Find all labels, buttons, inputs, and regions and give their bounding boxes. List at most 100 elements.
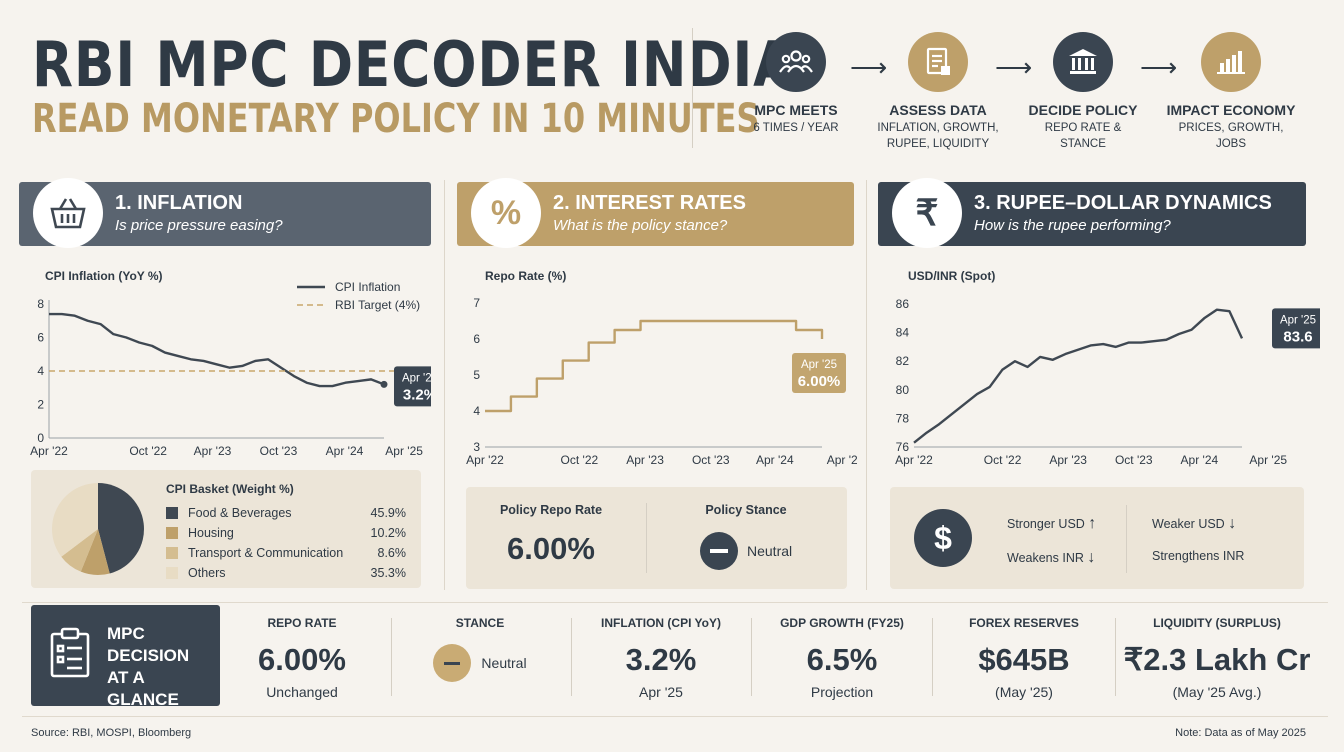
basket-icon [33,178,103,248]
series-line [913,308,1244,444]
x-tick-label: Oct '23 [260,444,298,458]
panel-title: 1. INFLATION [115,192,243,214]
series-end-dot [380,380,388,388]
clipboard-icon [49,627,91,684]
y-tick-label: 7 [473,296,480,310]
chart-title: Repo Rate (%) [485,269,566,283]
weakens-inr-label: Weakens INR ↓ [1007,549,1096,566]
x-tick-label: Apr '24 [1181,453,1219,467]
y-tick-label: 86 [896,297,910,311]
arrow-down-icon: ↓ [1228,515,1237,532]
kpi-liquidity: LIQUIDITY (SURPLUS) ₹2.3 Lakh Cr (May '2… [1123,616,1311,700]
kpi-gdp: GDP GROWTH (FY25) 6.5% Projection [780,616,904,700]
panel-divider [444,180,445,590]
x-tick-label: Apr '23 [1049,453,1087,467]
panel-title: 2. INTEREST RATES [553,192,746,214]
kpi-repo-rate: REPO RATE 6.00% Unchanged [258,616,346,700]
divider [1115,618,1116,696]
panel-divider [866,180,867,590]
flow-sub: 6 TIMES / YEAR [753,122,839,134]
legend-swatch [166,507,178,519]
stance-label: Policy Stance [705,503,787,517]
panel-question: What is the policy stance? [553,217,728,234]
divider [22,716,1328,717]
flow-step-meets: MPC MEETS 6 TIMES / YEAR [721,32,871,136]
kpi-inflation: INFLATION (CPI YoY) 3.2% Apr '25 [601,616,721,700]
kpi-forex: FOREX RESERVES $645B (May '25) [969,616,1079,700]
kpi-stance: STANCE Neutral [400,616,560,682]
callout-value: 3.2% [403,386,431,403]
legend-item: Others 35.3% [166,563,406,583]
strengthens-inr-label: Strengthens INR [1152,549,1245,563]
y-tick-label: 4 [473,404,480,418]
legend-swatch [166,547,178,559]
repo-label: Policy Repo Rate [499,503,603,517]
percent-icon: % [471,178,541,248]
callout-value: 6.00% [798,373,841,390]
pie-slice [61,529,98,572]
divider [22,602,1328,603]
people-icon [766,32,826,92]
legend-label: CPI Inflation [335,280,400,294]
glance-title: MPC DECISION AT A GLANCE [107,624,190,709]
legend-item: Housing 10.2% [166,523,406,543]
arrow-right-icon: ⟶ [1140,52,1178,82]
divider [646,503,647,573]
cpi-basket-legend: Food & Beverages 45.9% Housing 10.2% Transpo… [166,503,406,583]
legend-label: Transport & Communication [188,546,344,560]
data-date-note: Note: Data as of May 2025 [1175,727,1306,739]
arrow-up-icon: ↑ [1088,515,1097,532]
panel-question: How is the rupee performing? [974,217,1171,234]
weaker-usd-label: Weaker USD ↓ [1152,515,1237,532]
arrow-right-icon: ⟶ [995,52,1033,82]
callout-box [1272,308,1320,349]
x-tick-label: Apr '22 [466,453,504,467]
x-tick-label: Oct '22 [561,453,599,467]
legend-swatch [166,527,178,539]
bar-chart-icon [1201,32,1261,92]
flow-sub: PRICES, GROWTH, JOBS [1178,122,1284,150]
x-tick-label: Apr '23 [626,453,664,467]
minus-icon [433,644,472,682]
page-subtitle: READ MONETARY POLICY IN 10 MINUTES [32,96,760,142]
header-divider [692,28,693,148]
flow-label: DECIDE POLICY [1028,102,1138,118]
rates-panel-header: % 2. INTEREST RATES What is the policy s… [457,178,854,248]
y-tick-label: 78 [896,411,910,425]
cpi-basket-title: CPI Basket (Weight %) [166,482,294,496]
pie-slice [98,483,145,574]
cpi-basket-pie [52,483,145,575]
divider [1126,505,1127,573]
y-tick-label: 4 [37,364,44,378]
y-tick-label: 2 [37,398,44,412]
divider [391,618,392,696]
dollar-icon: $ [914,509,972,567]
x-tick-label: Apr '25 [385,444,423,458]
x-tick-label: Oct '22 [984,453,1022,467]
divider [571,618,572,696]
legend-label: Others [188,566,226,580]
callout-box [792,353,846,393]
panel-question: Is price pressure easing? [115,217,283,234]
x-tick-label: Apr '24 [756,453,794,467]
pie-slice [52,483,98,557]
y-tick-label: 84 [896,326,910,340]
usd-inr-chart: USD/INR (Spot) 76 78 80 82 84 86 Apr '22 Oct '22… [895,269,1320,467]
stronger-usd-label: Stronger USD ↑ [1007,515,1097,532]
repo-rate-chart: Repo Rate (%) 3 4 5 6 7 Apr '22 Oct '22 Apr '23 O… [466,269,857,467]
callout-value: 83.6 [1283,328,1312,345]
legend-value: 45.9% [370,506,406,520]
callout-label: Apr '25 [801,359,837,371]
cpi-basket-box: CPI Basket (Weight %) Food & Beverages 45… [31,470,421,588]
x-tick-label: Apr '23 [194,444,232,458]
y-tick-label: 6 [37,331,44,345]
x-tick-label: Apr '25 [827,453,857,467]
x-tick-label: Oct '23 [692,453,730,467]
flow-step-decide: DECIDE POLICY REPO RATE & STANCE [1008,32,1158,152]
y-tick-label: 6 [473,332,480,346]
source-note: Source: RBI, MOSPI, Bloomberg [31,727,192,739]
y-tick-label: 8 [37,297,44,311]
y-tick-label: 3 [473,440,480,454]
page-title: RBI MPC DECODER INDIA [32,28,796,101]
legend-item: Food & Beverages 45.9% [166,503,406,523]
